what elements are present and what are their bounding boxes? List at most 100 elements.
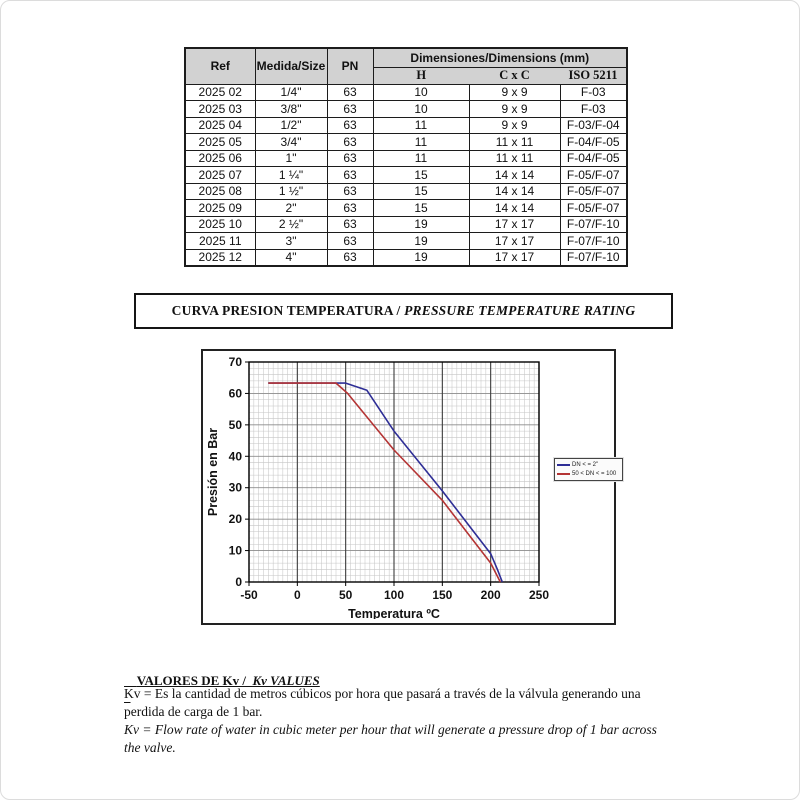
banner-title-en: PRESSURE TEMPERATURE RATING — [404, 303, 636, 318]
table-cell: F-04/F-05 — [559, 133, 628, 151]
table-cell: 1/2" — [254, 116, 328, 134]
table-cell: 2025 03 — [184, 100, 256, 118]
svg-text:40: 40 — [229, 449, 243, 463]
table-cell: 19 — [372, 215, 470, 233]
table-cell: 2025 07 — [184, 166, 256, 184]
legend-entry: 50 < DN < = 100 — [557, 471, 620, 477]
table-row: 2025 05 3/4" 63 11 11 x 11 F-04/F-05 — [184, 133, 628, 151]
kv-heading: VALORES DE Kv / Kv VALUES — [124, 657, 320, 705]
x-axis-title: Temperatura ºC — [348, 607, 440, 619]
table-cell: 3/4" — [254, 133, 328, 151]
table-cell: 63 — [326, 215, 374, 233]
x-tick-labels: -50 0 50 100 150 200 250 — [240, 588, 549, 602]
kv-heading-en: Kv VALUES — [252, 673, 320, 688]
table-cell: 11 x 11 — [468, 133, 561, 151]
svg-text:200: 200 — [481, 588, 501, 602]
table-row: 2025 03 3/8" 63 10 9 x 9 F-03 — [184, 100, 628, 118]
table-cell: 14 x 14 — [468, 199, 561, 217]
table-cell: 17 x 17 — [468, 215, 561, 233]
table-cell: 9 x 9 — [468, 100, 561, 118]
table-cell: 11 — [372, 133, 470, 151]
pressure-temperature-banner: CURVA PRESION TEMPERATURA / PRESSURE TEM… — [134, 293, 673, 329]
table-cell: 11 — [372, 149, 470, 167]
table-cell: 11 — [372, 116, 470, 134]
table-cell: F-05/F-07 — [559, 182, 628, 200]
table-cell: 63 — [326, 166, 374, 184]
table-cell: 2025 05 — [184, 133, 256, 151]
legend-label: 50 < DN < = 100 — [572, 471, 617, 477]
table-row: 2025 11 3" 63 19 17 x 17 F-07/F-10 — [184, 232, 628, 250]
legend-line-swatch — [557, 464, 570, 466]
table-cell: 4" — [254, 248, 328, 266]
table-cell: 2" — [254, 199, 328, 217]
table-cell: 63 — [326, 116, 374, 134]
table-row: 2025 10 2 ½" 63 19 17 x 17 F-07/F-10 — [184, 215, 628, 233]
series-line-1 — [268, 382, 502, 583]
svg-text:20: 20 — [229, 512, 243, 526]
header-ref: Ref — [184, 47, 256, 85]
table-cell: 2025 11 — [184, 232, 256, 250]
table-cell: 2025 12 — [184, 248, 256, 266]
legend-line-swatch — [557, 473, 570, 475]
table-cell: 1" — [254, 149, 328, 167]
table-cell: 2025 04 — [184, 116, 256, 134]
banner-title-es: CURVA PRESION TEMPERATURA / — [171, 303, 405, 318]
table-cell: 9 x 9 — [468, 116, 561, 134]
table-cell: 19 — [372, 232, 470, 250]
table-cell: 11 x 11 — [468, 149, 561, 167]
header-pn: PN — [326, 47, 374, 85]
axis-ticks — [245, 361, 540, 586]
kv-text-es-line1: Kv = Es la cantidad de metros cúbicos po… — [124, 686, 641, 701]
table-cell: 17 x 17 — [468, 232, 561, 250]
table-cell: 14 x 14 — [468, 182, 561, 200]
table-cell: 15 — [372, 199, 470, 217]
svg-text:0: 0 — [294, 588, 301, 602]
table-cell: 63 — [326, 100, 374, 118]
dimensions-table: Ref Medida/Size PN Dimensiones/Dimension… — [184, 47, 629, 267]
kv-text-es-line2: perdida de carga de 1 bar. — [124, 703, 263, 719]
table-row: 2025 06 1" 63 11 11 x 11 F-04/F-05 — [184, 149, 628, 167]
kv-text-en-line1: Kv = Flow rate of water in cubic meter p… — [124, 721, 657, 737]
legend-entry: DN < = 2" — [557, 462, 620, 468]
table-cell: 63 — [326, 248, 374, 266]
svg-text:150: 150 — [432, 588, 452, 602]
table-row: 2025 04 1/2" 63 11 9 x 9 F-03/F-04 — [184, 116, 628, 134]
table-cell: F-04/F-05 — [559, 149, 628, 167]
table-cell: 63 — [326, 149, 374, 167]
table-cell: F-07/F-10 — [559, 232, 628, 250]
table-cell: F-07/F-10 — [559, 215, 628, 233]
table-header-row-2: H C x C ISO 5211 — [185, 66, 628, 85]
table-cell: 19 — [372, 248, 470, 266]
svg-text:60: 60 — [229, 386, 243, 400]
table-body: 2025 02 1/4" 63 10 9 x 9 F-03 2025 03 3/8" 63 10 9… — [184, 83, 628, 266]
table-cell: 15 — [372, 166, 470, 184]
table-cell: F-03 — [559, 83, 628, 101]
table-cell: 15 — [372, 182, 470, 200]
table-row: 2025 02 1/4" 63 10 9 x 9 F-03 — [184, 83, 628, 101]
kv-text-en-line2: the valve. — [124, 739, 176, 755]
table-cell: F-05/F-07 — [559, 199, 628, 217]
table-cell: 2025 08 — [184, 182, 256, 200]
kv-description: Kv = Es la cantidad de metros cúbicos po… — [124, 685, 689, 757]
chart-legend: DN < = 2" 50 < DN < = 100 — [554, 458, 623, 481]
table-cell: 2025 10 — [184, 215, 256, 233]
svg-text:-50: -50 — [240, 588, 258, 602]
table-cell: 1 ½" — [254, 182, 328, 200]
table-cell: 14 x 14 — [468, 166, 561, 184]
table-row: 2025 12 4" 63 19 17 x 17 F-07/F-10 — [184, 248, 628, 266]
svg-text:250: 250 — [529, 588, 549, 602]
table-cell: 2025 06 — [184, 149, 256, 167]
table-cell: 63 — [326, 83, 374, 101]
svg-text:70: 70 — [229, 355, 243, 369]
header-iso: ISO 5211 — [560, 66, 628, 85]
table-cell: 9 x 9 — [468, 83, 561, 101]
chart-canvas: -50 0 50 100 150 200 250010203040506070Tempera… — [206, 355, 549, 619]
table-cell: 10 — [372, 83, 470, 101]
table-row: 2025 08 1 ½" 63 15 14 x 14 F-05/F-07 — [184, 182, 628, 200]
table-cell: F-03 — [559, 100, 628, 118]
header-cxc: C x C — [469, 66, 560, 85]
table-cell: 10 — [372, 100, 470, 118]
table-row: 2025 07 1 ¼" 63 15 14 x 14 F-05/F-07 — [184, 166, 628, 184]
y-tick-labels: 0 10 20 30 40 50 60 70 — [229, 355, 243, 589]
svg-text:50: 50 — [339, 588, 353, 602]
